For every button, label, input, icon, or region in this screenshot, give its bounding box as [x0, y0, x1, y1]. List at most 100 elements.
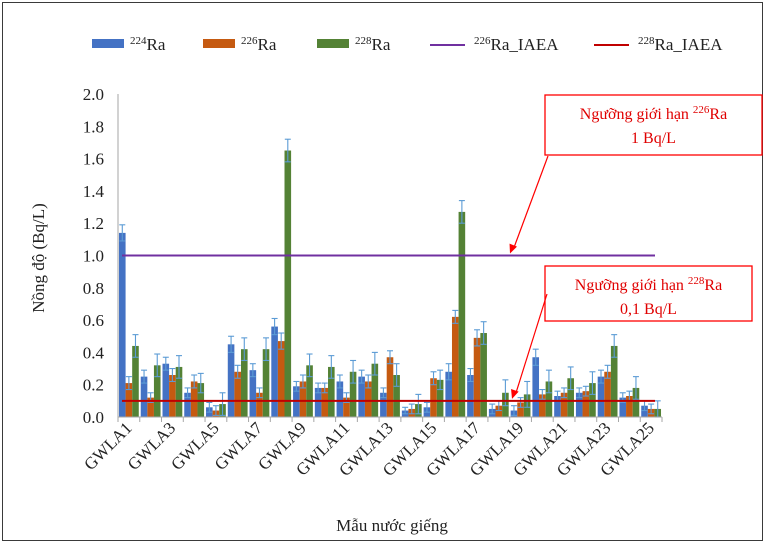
error-bar	[271, 317, 278, 336]
bar-228-GWLA9	[306, 365, 313, 417]
error-bar	[567, 366, 574, 391]
bar-224-GWLA25	[641, 405, 648, 417]
y-tick-label: 1.4	[83, 182, 105, 201]
error-bar	[293, 380, 300, 392]
bar-226-GWLA19	[517, 402, 524, 417]
bar-228-GWLA6	[240, 349, 248, 417]
x-axis: GWLA1GWLA3GWLA5GWLA7GWLA9GWLA11GWLA13GWL…	[80, 416, 663, 480]
bar-228-GWLA13	[393, 375, 400, 417]
error-bar	[350, 359, 357, 384]
bar-228-GWLA24	[632, 387, 640, 417]
error-bar	[306, 353, 313, 378]
bars	[118, 138, 662, 418]
error-bar	[154, 353, 161, 378]
bar-226-GWLA9	[299, 381, 307, 417]
annotation-arrowhead	[509, 243, 517, 254]
bar-228-GWLA7	[262, 349, 270, 417]
legend-label-226Ra_IAEA: 226Ra_IAEA	[474, 35, 559, 54]
error-bar	[474, 329, 481, 347]
error-bar	[489, 403, 496, 415]
bar-228-GWLA12	[371, 363, 379, 417]
annotation-228: Ngưỡng giới hạn 228Ra 0,1 Bq/L	[511, 265, 753, 399]
bar-226-GWLA23	[604, 371, 611, 417]
error-bar	[430, 371, 437, 386]
bar-226-GWLA11	[343, 397, 350, 417]
error-bar	[315, 382, 322, 394]
annotation-arrowhead	[511, 389, 519, 399]
bar-226-GWLA18	[495, 405, 503, 417]
annotation-line-1: Ngưỡng giới hạn 226Ra	[580, 104, 727, 123]
error-bar	[408, 403, 415, 415]
y-tick-label: 0.0	[83, 408, 104, 427]
x-tick-label: GWLA3	[124, 418, 179, 473]
error-bar	[458, 200, 465, 224]
y-axis: 0.0 0.2 0.4 0.6 0.8 1.0 1.2 1.4 1.6 1.8 2.0	[83, 85, 119, 427]
error-bar	[452, 309, 459, 324]
error-bar	[278, 332, 285, 350]
bar-226-GWLA21	[560, 392, 568, 417]
bar-228-GWLA23	[610, 345, 618, 417]
error-bar	[480, 321, 487, 345]
error-bar	[380, 387, 387, 399]
error-bar	[284, 138, 291, 163]
x-tick-label: GWLA5	[167, 418, 222, 473]
bar-224-GWLA4	[184, 392, 191, 417]
y-tick-label: 1.8	[83, 117, 104, 136]
y-tick-label: 2.0	[83, 85, 104, 104]
error-bar	[510, 405, 517, 416]
bar-224-GWLA6	[227, 344, 235, 417]
bar-224-GWLA8	[271, 326, 278, 417]
y-tick-label: 1.6	[83, 150, 104, 169]
bar-226-GWLA15	[430, 378, 437, 417]
error-bar	[561, 387, 568, 399]
legend-label-224: 224Ra	[130, 35, 166, 54]
error-bar	[589, 371, 596, 395]
bar-226-GWLA6	[234, 371, 241, 417]
y-tick-label: 0.6	[83, 311, 104, 330]
error-bar	[393, 363, 400, 387]
error-bar	[328, 355, 335, 379]
bar-228-GWLA20	[545, 381, 553, 417]
legend-label-228Ra_IAEA: 228Ra_IAEA	[638, 35, 723, 54]
error-bar	[445, 363, 452, 381]
error-bar	[249, 363, 256, 378]
error-bar	[582, 385, 589, 397]
error-bar	[141, 369, 148, 384]
bar-228-GWLA10	[328, 366, 335, 417]
bar-228-GWLA8	[284, 150, 292, 417]
error-bar	[604, 364, 611, 379]
error-bar	[545, 369, 552, 394]
error-bar	[437, 369, 444, 391]
bar-224-GWLA22	[575, 392, 583, 417]
y-tick-label: 0.4	[83, 343, 105, 362]
bar-226-GWLA22	[582, 391, 590, 417]
reference-lines	[122, 254, 655, 402]
error-bar	[371, 351, 378, 376]
y-tick-label: 1.0	[83, 247, 104, 266]
bar-226-GWLA4	[190, 381, 198, 417]
bar-224-GWLA2	[140, 376, 148, 417]
error-bar	[228, 335, 235, 353]
error-bar	[365, 374, 372, 389]
legend-swatch-224	[92, 39, 124, 48]
bar-228-GWLA15	[436, 379, 444, 417]
error-bar	[212, 405, 219, 416]
bar-226-GWLA24	[626, 396, 633, 417]
error-bar	[191, 374, 198, 389]
error-bar	[532, 348, 539, 366]
bar-224-GWLA24	[619, 397, 627, 417]
bar-224-GWLA10	[314, 387, 322, 417]
error-bar	[206, 401, 213, 413]
bar-224-GWLA21	[554, 396, 561, 417]
bar-224-GWLA17	[467, 375, 474, 417]
bar-228-GWLA21	[567, 378, 574, 417]
error-bar	[467, 367, 474, 383]
bar-228-GWLA17	[480, 333, 487, 417]
bar-228-GWLA2	[153, 365, 161, 417]
bar-228-GWLA11	[349, 371, 357, 417]
error-bar	[169, 367, 176, 383]
bar-224-GWLA23	[597, 376, 605, 417]
legend-swatch-228	[317, 39, 349, 48]
annotation-box	[544, 265, 753, 322]
error-bar	[336, 374, 343, 389]
